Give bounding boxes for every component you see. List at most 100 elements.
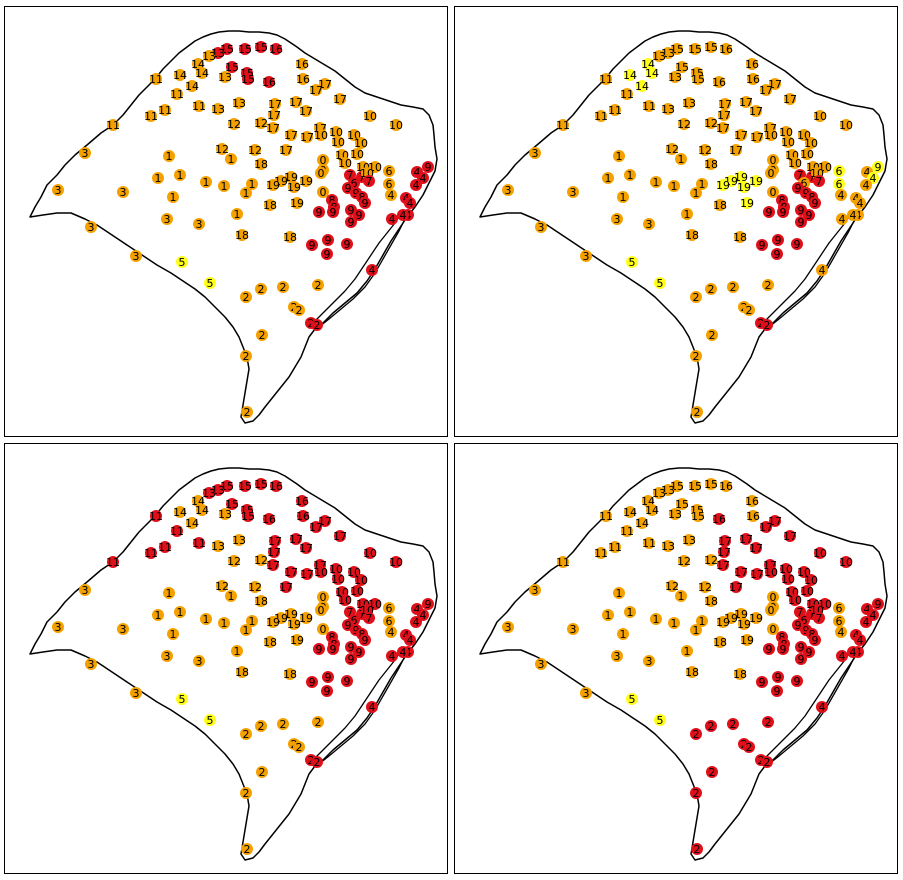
station-marker: 17: [299, 542, 313, 555]
station-dot: [636, 80, 648, 92]
station-label: 18: [263, 636, 277, 649]
station-dot: [167, 628, 179, 640]
station-marker: 12: [227, 555, 241, 568]
station-label: 11: [556, 556, 570, 569]
station-label: 1: [177, 169, 184, 182]
station-dot: [219, 508, 231, 520]
station-marker: 2: [256, 329, 268, 342]
station-marker: 17: [783, 530, 797, 543]
station-label: 3: [120, 623, 127, 636]
station-dot: [218, 180, 230, 192]
station-dot: [813, 175, 825, 187]
station-dot: [52, 184, 64, 196]
station-label: 17: [309, 521, 323, 534]
station-dot: [297, 510, 309, 522]
station-marker: 2: [691, 406, 703, 419]
station-dot: [280, 144, 292, 156]
station-label: 0: [770, 623, 777, 636]
station-marker: 1: [152, 172, 164, 185]
station-label: 9: [780, 206, 787, 219]
station-marker: 2: [240, 787, 252, 800]
station-dot: [798, 129, 810, 141]
station-dot: [738, 618, 750, 630]
station-dot: [767, 591, 779, 603]
station-label: 17: [750, 568, 764, 581]
station-dot: [777, 643, 789, 655]
station-dot: [750, 105, 762, 117]
station-marker: 17: [279, 581, 293, 594]
station-label: 17: [716, 122, 730, 135]
station-marker: 1: [668, 617, 680, 630]
station-dot: [643, 655, 655, 667]
station-dot: [240, 728, 252, 740]
station-label: 19: [299, 612, 313, 625]
station-label: 2: [308, 754, 315, 767]
station-label: 3: [583, 687, 590, 700]
station-marker: 17: [333, 93, 347, 106]
station-label: 4: [420, 609, 427, 622]
station-marker: 10: [764, 566, 778, 579]
station-marker: 16: [262, 513, 276, 526]
station-label: 10: [800, 585, 814, 598]
station-marker: 10: [788, 157, 802, 170]
station-label: 17: [333, 93, 347, 106]
station-label: 0: [768, 167, 775, 180]
station-marker: 19: [290, 197, 304, 210]
station-marker: 11: [556, 556, 570, 569]
station-label: 14: [635, 517, 649, 530]
station-dot: [699, 581, 711, 593]
station-label: 0: [318, 604, 325, 617]
station-dot: [269, 98, 281, 110]
station-dot: [740, 533, 752, 545]
station-dot: [705, 554, 717, 566]
station-marker: 2: [762, 279, 774, 292]
station-marker: 16: [295, 58, 309, 71]
station-label: 17: [729, 144, 743, 157]
station-dot: [355, 137, 367, 149]
station-label: 1: [155, 609, 162, 622]
station-marker: 4: [860, 616, 872, 629]
station-label: 5: [179, 693, 186, 706]
station-label: 15: [704, 478, 718, 491]
station-dot: [872, 161, 884, 173]
station-dot: [747, 73, 759, 85]
station-marker: 1: [218, 180, 230, 193]
station-label: 19: [734, 171, 748, 184]
station-label: 14: [623, 506, 637, 519]
station-label: 16: [296, 510, 310, 523]
station-dot: [789, 594, 801, 606]
station-dot: [315, 604, 327, 616]
station-label: 2: [709, 329, 716, 342]
station-label: 12: [677, 555, 691, 568]
station-marker: 13: [652, 487, 666, 500]
station-dot: [706, 766, 718, 778]
station-label: 3: [55, 621, 62, 634]
station-dot: [805, 574, 817, 586]
station-label: 4: [863, 179, 870, 192]
station-label: 11: [192, 537, 206, 550]
station-label: 1: [228, 153, 235, 166]
station-marker: 18: [713, 636, 727, 649]
station-label: 10: [331, 573, 345, 586]
station-marker: 9: [321, 248, 333, 261]
station-label: 2: [764, 319, 771, 332]
station-marker: 9: [763, 206, 775, 219]
station-label: 12: [665, 143, 679, 156]
station-marker: 1: [696, 615, 708, 628]
station-label: 14: [645, 67, 659, 80]
station-label: 2: [259, 766, 266, 779]
station-label: 15: [254, 478, 268, 491]
station-marker: 1: [163, 587, 175, 600]
station-label: 10: [800, 148, 814, 161]
station-marker: 4: [410, 616, 422, 629]
station-label: 11: [594, 547, 608, 560]
station-dot: [255, 595, 267, 607]
station-marker: 5: [176, 693, 188, 706]
station-label: 4: [864, 603, 871, 616]
station-label: 15: [241, 510, 255, 523]
station-label: 18: [713, 199, 727, 212]
station-marker: 16: [712, 76, 726, 89]
station-dot: [193, 100, 205, 112]
station-dot: [771, 248, 783, 260]
station-label: 1: [693, 624, 700, 637]
